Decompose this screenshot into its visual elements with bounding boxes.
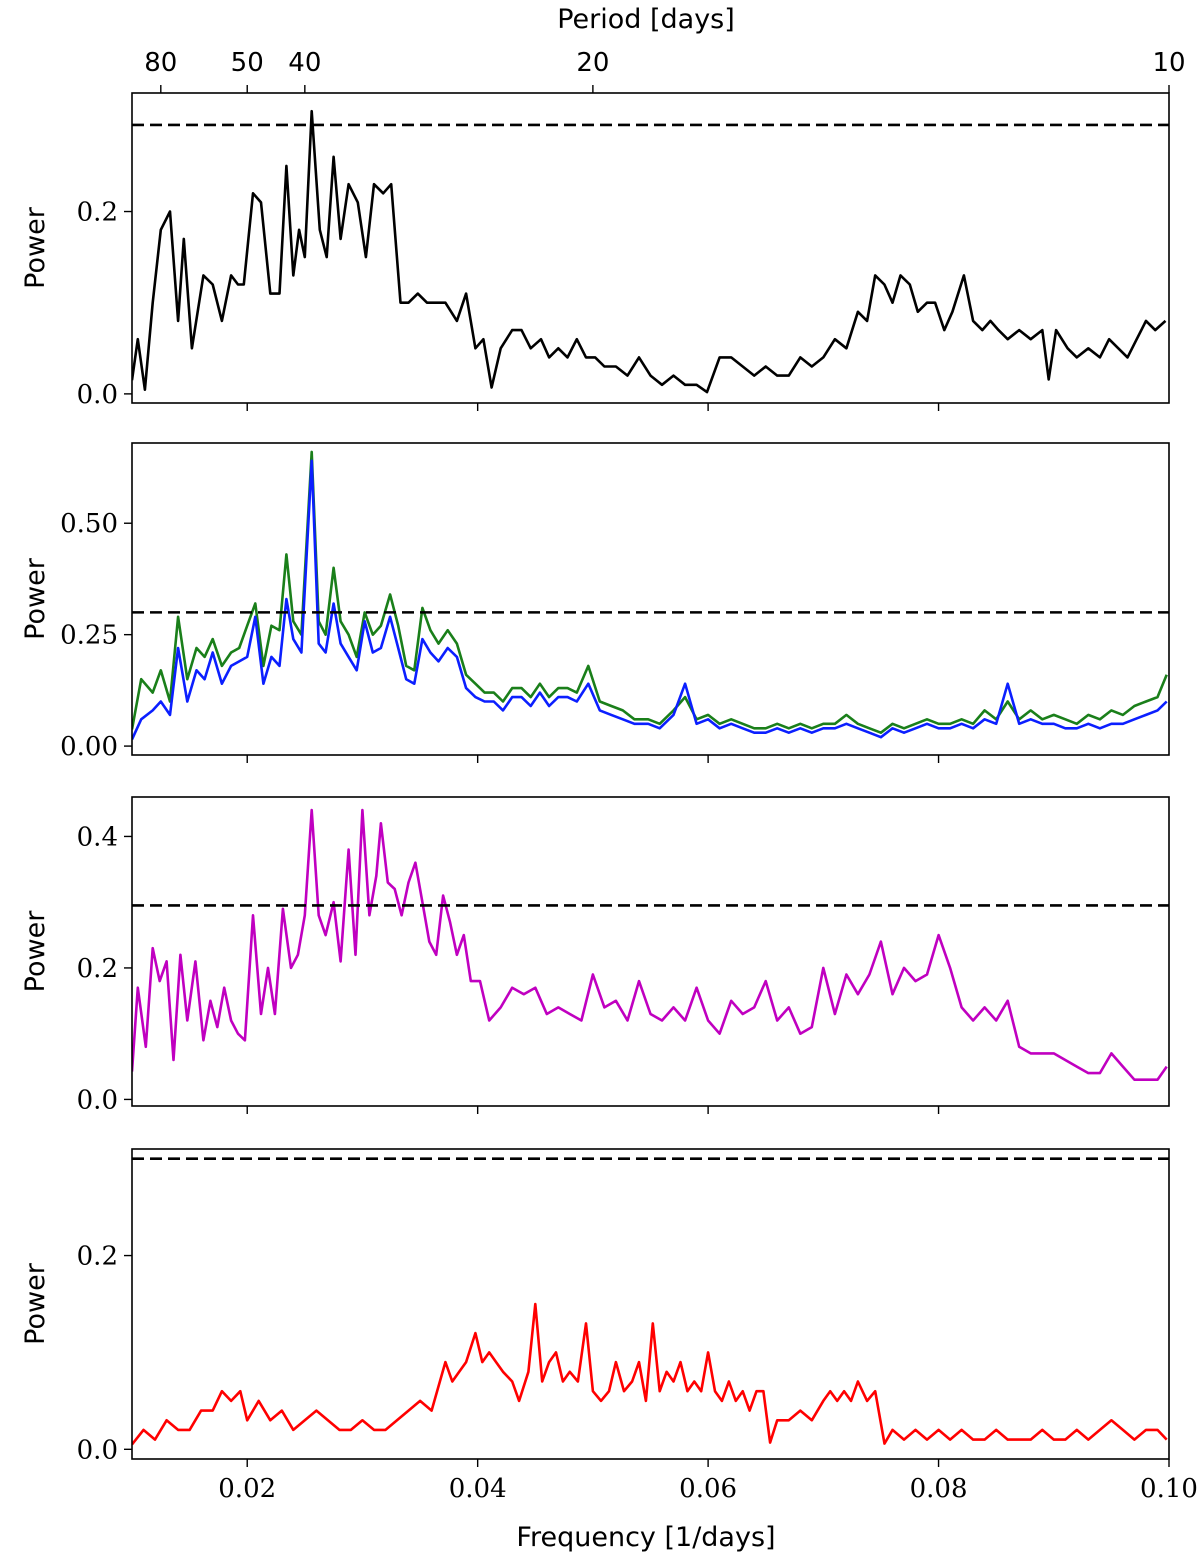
- panel-1-ylabel: Power: [20, 206, 51, 289]
- panel-1-top-tick-label: 20: [576, 48, 609, 78]
- panel-3-ytick-label: 0.0: [77, 1085, 118, 1115]
- panel-3: 0.0 0.2 0.4 Power: [20, 796, 1170, 1115]
- panel-4-frame: [131, 1148, 1170, 1460]
- panel-2-ylabel: Power: [20, 557, 51, 640]
- panel-4: 0.0 0.2 Power 0.02 0.04 0.06 0.08 0.10: [20, 1148, 1198, 1504]
- bottom-axis-title: Frequency [1/days]: [516, 1522, 775, 1553]
- panel-1-frame: [131, 92, 1170, 404]
- panel-4-ytick-label: 0.2: [77, 1242, 118, 1272]
- panel-2-series-1-line: [132, 450, 1168, 734]
- panel-4-xtick-label: 0.08: [910, 1474, 968, 1504]
- panel-2-ytick-label: 0.25: [60, 621, 118, 651]
- panel-3-ytick-label: 0.2: [77, 954, 118, 984]
- panel-2-series-2-line: [132, 459, 1168, 740]
- panel-4-xtick-label: 0.04: [449, 1474, 507, 1504]
- panel-4-ylabel: Power: [20, 1262, 51, 1345]
- panel-3-series-1-line: [132, 808, 1168, 1081]
- panel-1-series-1-line: [132, 109, 1167, 394]
- panel-2-ytick-label: 0.50: [60, 509, 118, 539]
- panel-3-ylabel: Power: [20, 910, 51, 993]
- panel-2-frame: [131, 442, 1170, 756]
- panel-2-ytick-label: 0.00: [60, 732, 118, 762]
- panel-4-xtick-label: 0.06: [679, 1474, 737, 1504]
- panel-4-ytick-label: 0.0: [77, 1435, 118, 1465]
- panel-2: 0.00 0.25 0.50 Power: [20, 442, 1170, 763]
- panel-4-series-1-line: [132, 1302, 1168, 1446]
- panel-1: 0.0 0.2 Power 80 50 40 20 10: [20, 48, 1186, 411]
- top-axis-title: Period [days]: [557, 4, 735, 35]
- panel-3-frame: [131, 796, 1170, 1107]
- panel-3-ytick-label: 0.4: [77, 822, 118, 852]
- panel-1-top-tick-label: 50: [231, 48, 264, 78]
- panel-1-top-tick-label: 10: [1152, 48, 1185, 78]
- panel-4-xtick-label: 0.02: [218, 1474, 276, 1504]
- panel-4-xtick-label: 0.10: [1140, 1474, 1198, 1504]
- panel-1-ytick-label: 0.0: [77, 380, 118, 410]
- panel-1-ytick-label: 0.2: [77, 198, 118, 228]
- panel-1-top-tick-label: 80: [144, 48, 177, 78]
- panel-1-top-tick-label: 40: [288, 48, 321, 78]
